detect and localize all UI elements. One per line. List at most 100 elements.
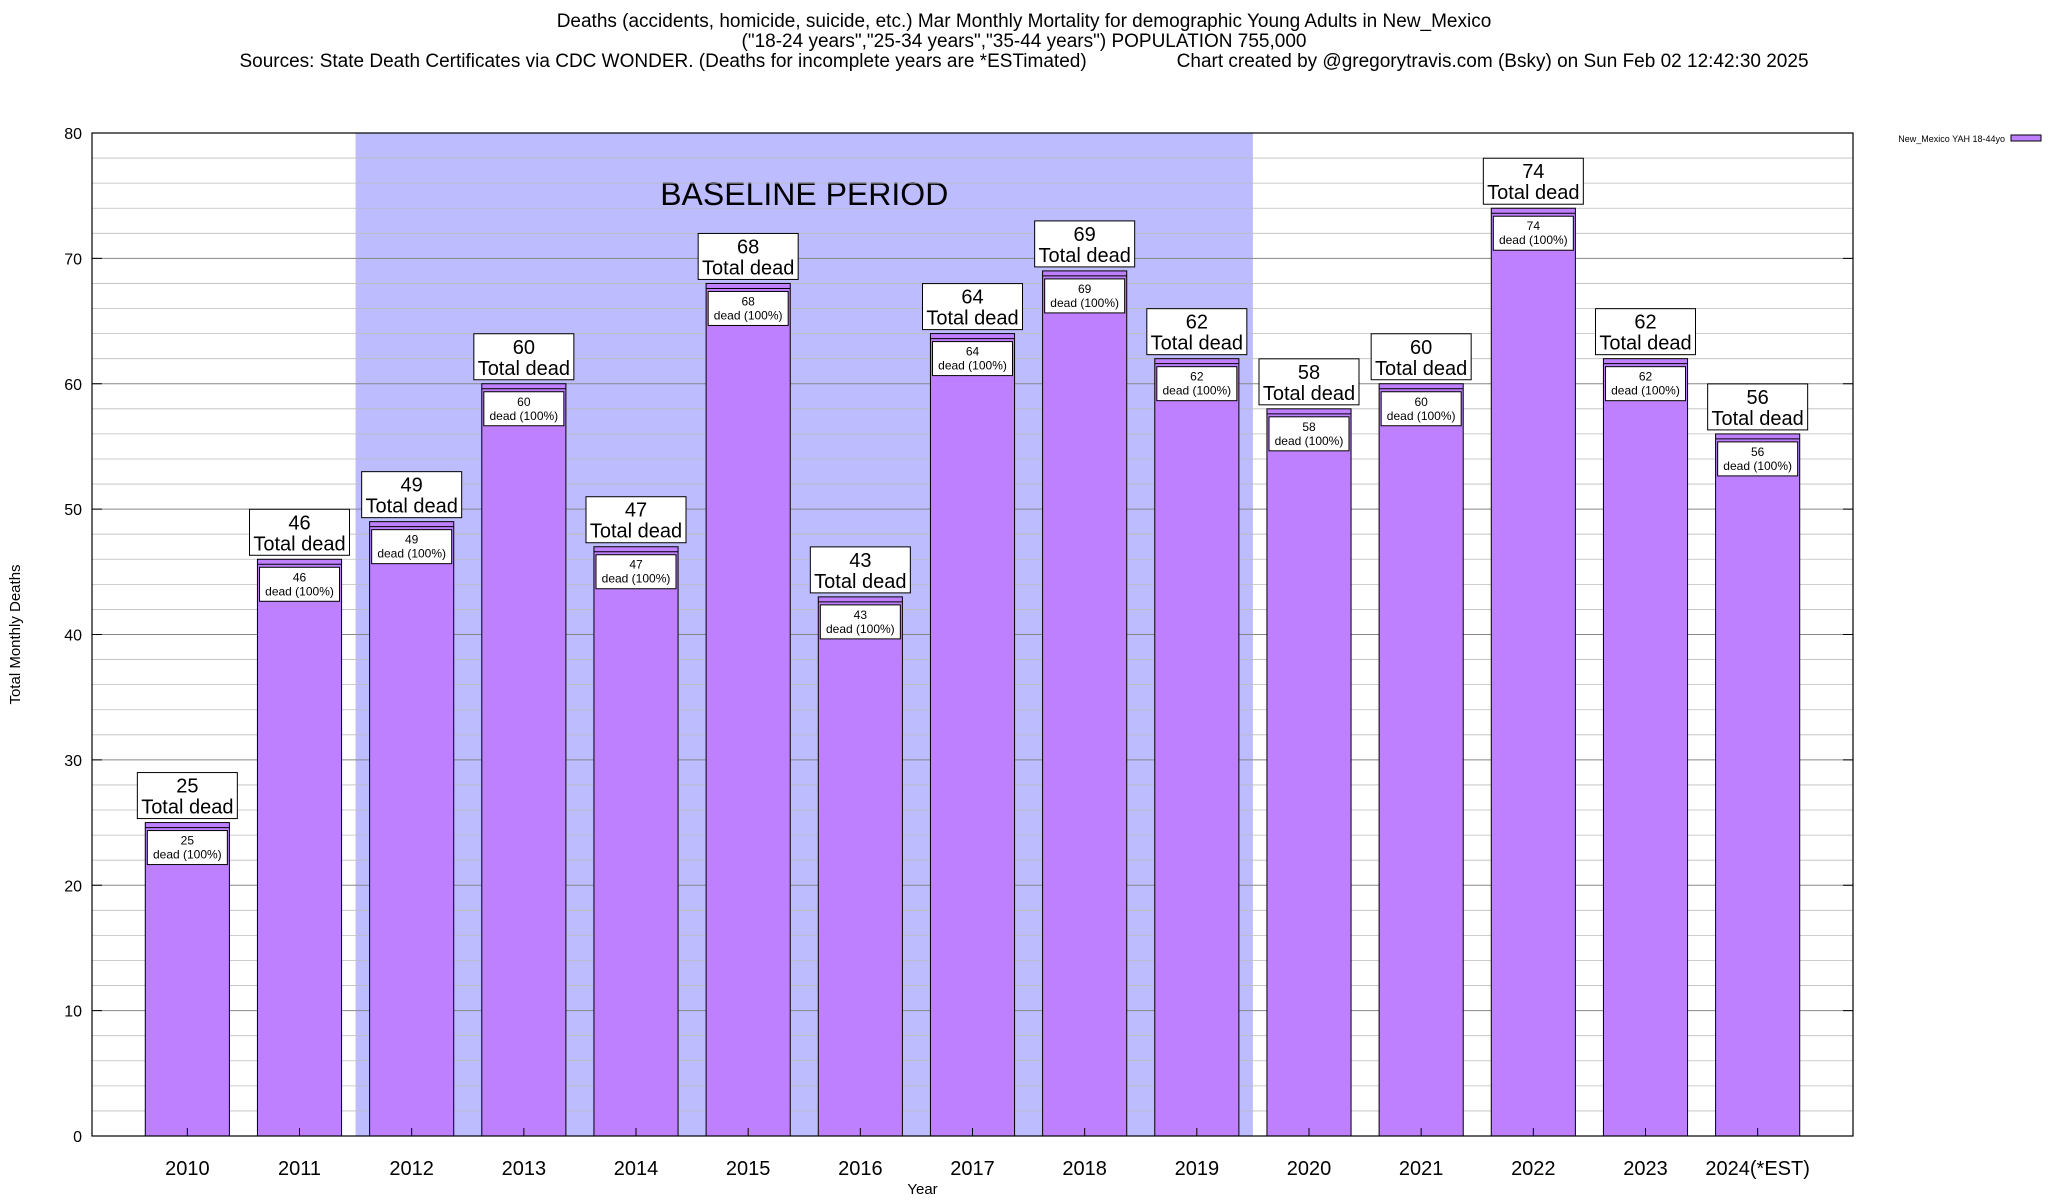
total-caption-label: Total dead (1263, 383, 1355, 405)
x-tick-label: 2023 (1623, 1158, 1668, 1180)
bar (705, 282, 791, 1137)
total-caption-label: Total dead (478, 358, 570, 380)
total-label-box (473, 333, 575, 381)
x-tick-label: 2010 (165, 1158, 210, 1180)
bar (1154, 358, 1240, 1137)
x-tick-label: 2019 (1175, 1158, 1220, 1180)
x-tick-label: 2014 (614, 1158, 659, 1180)
x-tick-label: 2017 (950, 1158, 995, 1180)
total-value-label: 58 (1298, 362, 1320, 384)
bar (256, 558, 343, 1137)
credit-text: Chart created by @gregorytravis.com (Bsk… (1176, 51, 1809, 72)
segment-label-box (371, 529, 453, 565)
y-tick-label: 80 (64, 126, 82, 143)
total-caption-label: Total dead (366, 496, 458, 518)
total-caption-label: Total dead (1151, 333, 1243, 355)
bar (1042, 270, 1128, 1137)
segment-label-box (1717, 441, 1799, 477)
segment-value-label: 58 (1302, 420, 1316, 434)
segment-label-box (146, 830, 228, 866)
total-value-label: 56 (1747, 387, 1769, 409)
bar (369, 521, 455, 1137)
segment-label-box (707, 290, 789, 326)
segment-label-box (1156, 366, 1238, 402)
segment-value-label: 56 (1751, 445, 1765, 459)
total-caption-label: Total dead (1599, 333, 1691, 355)
total-label-box (1258, 358, 1360, 406)
total-caption-label: Total dead (1712, 408, 1804, 430)
segment-label-box (819, 604, 901, 640)
segment-percent-label: dead (100%) (602, 572, 671, 586)
segment-label-box (1604, 366, 1686, 402)
total-label-box (922, 283, 1023, 331)
segment-label-box (932, 341, 1013, 377)
x-tick-label: 2012 (389, 1158, 434, 1180)
segment-value-label: 68 (741, 294, 755, 308)
segment-percent-label: dead (100%) (938, 359, 1007, 373)
x-tick-label: 2011 (278, 1158, 321, 1180)
total-caption-label: Total dead (1039, 245, 1131, 267)
bar (817, 596, 903, 1137)
segment-percent-label: dead (100%) (826, 622, 895, 636)
segment-percent-label: dead (100%) (265, 584, 334, 598)
segment-percent-label: dead (100%) (1387, 409, 1456, 423)
total-label-box (1707, 383, 1809, 431)
y-tick-label: 10 (64, 1004, 82, 1021)
total-value-label: 74 (1522, 161, 1544, 183)
total-caption-label: Total dead (1375, 358, 1467, 380)
x-tick-label: 2020 (1287, 1158, 1332, 1180)
segment-value-label: 46 (293, 570, 307, 584)
bar (144, 822, 230, 1137)
segment-label-box (483, 391, 565, 427)
total-value-label: 62 (1634, 312, 1656, 334)
segment-value-label: 74 (1527, 219, 1541, 233)
total-value-label: 43 (849, 550, 871, 572)
total-caption-label: Total dead (814, 571, 906, 593)
y-axis-label: Total Monthly Deaths (7, 564, 24, 704)
total-label-box (585, 496, 687, 544)
segment-percent-label: dead (100%) (1275, 434, 1344, 448)
segment-value-label: 69 (1078, 282, 1092, 296)
segment-percent-label: dead (100%) (1499, 233, 1568, 247)
y-tick-label: 30 (64, 753, 82, 770)
total-value-label: 64 (961, 287, 983, 309)
chart-title-block: Deaths (accidents, homicide, suicide, et… (0, 12, 2048, 72)
segment-label-box (1492, 215, 1574, 251)
bar (1378, 383, 1464, 1137)
total-value-label: 46 (288, 512, 310, 534)
x-tick-label: 2024(*EST) (1705, 1158, 1810, 1180)
total-value-label: 69 (1074, 224, 1096, 246)
total-value-label: 47 (625, 500, 647, 522)
segment-value-label: 47 (629, 558, 643, 572)
x-tick-label: 2013 (502, 1158, 547, 1180)
segment-percent-label: dead (100%) (489, 409, 558, 423)
total-label-box (249, 508, 351, 556)
x-tick-label: 2015 (726, 1158, 771, 1180)
total-value-label: 60 (1410, 337, 1432, 359)
y-tick-label: 50 (64, 502, 82, 519)
segment-label-box (1044, 278, 1126, 314)
segment-percent-label: dead (100%) (153, 848, 222, 862)
segment-percent-label: dead (100%) (1611, 384, 1680, 398)
chart-title-line-2: ("18-24 years","25-34 years","35-44 year… (741, 31, 1307, 52)
segment-value-label: 64 (966, 345, 980, 359)
x-tick-label: 2021 (1399, 1158, 1444, 1180)
x-tick-label: 2016 (838, 1158, 883, 1180)
total-value-label: 62 (1186, 312, 1208, 334)
total-value-label: 60 (513, 337, 535, 359)
total-label-box (1594, 308, 1696, 356)
chart-sources-line: Sources: State Death Certificates via CD… (0, 52, 2048, 72)
segment-label-box (1380, 391, 1462, 427)
segment-value-label: 62 (1190, 370, 1204, 384)
bar (1266, 408, 1352, 1137)
total-label-box (697, 232, 799, 280)
segment-label-box (259, 566, 341, 602)
bar (929, 333, 1016, 1137)
segment-label-box (595, 554, 677, 590)
legend-label: New_Mexico YAH 18-44yo (1898, 134, 2005, 144)
segment-value-label: 49 (405, 533, 419, 547)
segment-value-label: 60 (1414, 395, 1428, 409)
plot-frame (91, 132, 1854, 1137)
segment-percent-label: dead (100%) (1050, 296, 1119, 310)
